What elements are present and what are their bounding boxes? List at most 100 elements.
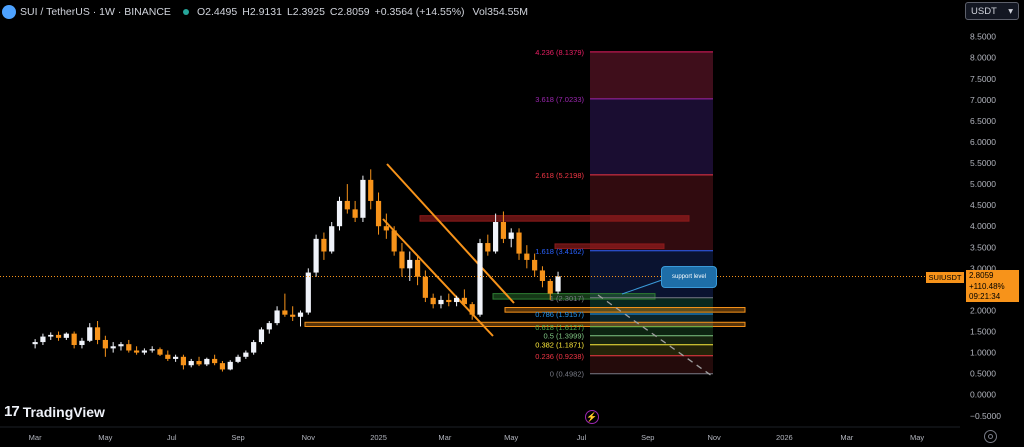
currency-select[interactable]: USDT ▾ — [965, 2, 1019, 20]
candle-body — [321, 239, 326, 252]
candle-body — [48, 335, 53, 337]
candle-body — [56, 335, 61, 338]
tradingview-logo[interactable]: 17 TradingView — [4, 403, 105, 420]
close-label: C — [330, 6, 338, 18]
candle-body — [477, 243, 482, 315]
candle-body — [454, 298, 459, 302]
candle-body — [282, 310, 287, 314]
y-tick-label: 0.0000 — [970, 390, 996, 400]
fib-label: 3.618 (7.0233) — [535, 95, 584, 104]
y-tick-label: −0.5000 — [970, 411, 1001, 421]
candle-body — [64, 334, 69, 338]
candle-body — [142, 350, 147, 352]
high-value: 2.9131 — [250, 6, 282, 18]
candle-body — [423, 277, 428, 298]
candle-body — [95, 327, 100, 340]
settings-icon[interactable] — [984, 430, 997, 443]
candle-body — [173, 357, 178, 359]
symbol-title[interactable]: SUI / TetherUS · 1W · BINANCE — [20, 6, 171, 18]
open-label: O — [197, 6, 205, 18]
resistance-box — [420, 216, 689, 221]
symbol-price-tag: SUIUSDT — [926, 272, 964, 283]
tradingview-logo-text: TradingView — [23, 404, 105, 420]
candle-body — [40, 337, 45, 342]
currency-label: USDT — [971, 6, 997, 17]
candle-body — [306, 273, 311, 313]
fib-label: 0 (0.4982) — [550, 370, 585, 379]
candle-body — [493, 222, 498, 251]
candle-body — [313, 239, 318, 273]
support-level-callout[interactable]: support level — [661, 266, 717, 288]
x-tick-label: Mar — [840, 433, 853, 442]
fib-zone — [590, 327, 713, 336]
candle-body — [150, 349, 155, 350]
candle-body — [516, 233, 521, 254]
price-tag-change: +110.48% — [969, 282, 1016, 293]
fib-zone — [590, 52, 713, 99]
candle-body — [212, 359, 217, 363]
high-label: H — [242, 6, 250, 18]
y-tick-label: 4.0000 — [970, 221, 996, 231]
symbol-header: SUI / TetherUS · 1W · BINANCE O 2.4495 H… — [2, 3, 533, 21]
candle-body — [329, 226, 334, 251]
y-tick-label: 0.5000 — [970, 369, 996, 379]
y-tick-label: 8.5000 — [970, 32, 996, 42]
x-tick-label: Mar — [29, 433, 42, 442]
candle-body — [220, 363, 225, 369]
candle-body — [399, 251, 404, 268]
candle-body — [353, 209, 358, 217]
change-value: +0.3564 (+14.55%) — [375, 6, 465, 18]
candle-body — [134, 350, 139, 352]
candle-body — [548, 281, 553, 294]
candle-body — [165, 355, 170, 359]
candle-body — [509, 233, 514, 239]
fib-zone — [590, 99, 713, 175]
sui-logo-icon — [2, 5, 16, 19]
y-tick-label: 7.0000 — [970, 95, 996, 105]
y-tick-label: 1.0000 — [970, 348, 996, 358]
low-value: 2.3925 — [293, 6, 325, 18]
price-tag: 2.8059 +110.48% 09:21:34 — [966, 270, 1019, 302]
candle-body — [189, 361, 194, 365]
x-tick-label: May — [504, 433, 518, 442]
lightning-icon[interactable]: ⚡ — [585, 410, 599, 424]
candle-body — [204, 359, 209, 364]
fib-label: 0.786 (1.9157) — [535, 310, 584, 319]
wedge-lower-line — [383, 219, 493, 336]
candle-body — [555, 276, 560, 291]
fib-label: 0.5 (1.3999) — [544, 332, 585, 341]
candle-body — [501, 222, 506, 239]
fib-label: 0.618 (1.6127) — [535, 323, 584, 332]
x-tick-label: Jul — [167, 433, 177, 442]
candle-body — [407, 260, 412, 268]
fib-label: 0.236 (0.9238) — [535, 352, 584, 361]
open-value: 2.4495 — [205, 6, 237, 18]
y-axis: 8.5000 8.0000 7.5000 7.0000 6.5000 6.0000 5.50… — [960, 0, 1024, 447]
candle-body — [446, 300, 451, 302]
candle-body — [431, 298, 436, 304]
fib-zone — [590, 336, 713, 345]
candle-body — [532, 260, 537, 271]
fib-zone — [590, 345, 713, 356]
candle-body — [290, 315, 295, 317]
fib-label: 4.236 (8.1379) — [535, 48, 584, 57]
candle-body — [298, 313, 303, 317]
y-tick-label: 4.5000 — [970, 200, 996, 210]
candle-body — [360, 180, 365, 218]
candle-body — [33, 342, 38, 344]
candle-body — [181, 357, 186, 365]
candle-body — [251, 342, 256, 353]
y-tick-label: 6.5000 — [970, 116, 996, 126]
candle-body — [415, 260, 420, 277]
candle-body — [235, 357, 240, 362]
candle-body — [462, 298, 467, 304]
price-tag-countdown: 09:21:34 — [969, 292, 1016, 303]
x-tick-label: 2025 — [370, 433, 387, 442]
market-status-icon — [183, 9, 189, 15]
candle-body — [376, 201, 381, 226]
candle-body — [157, 349, 162, 354]
support-zone-lower — [305, 322, 745, 326]
candle-body — [267, 323, 272, 329]
